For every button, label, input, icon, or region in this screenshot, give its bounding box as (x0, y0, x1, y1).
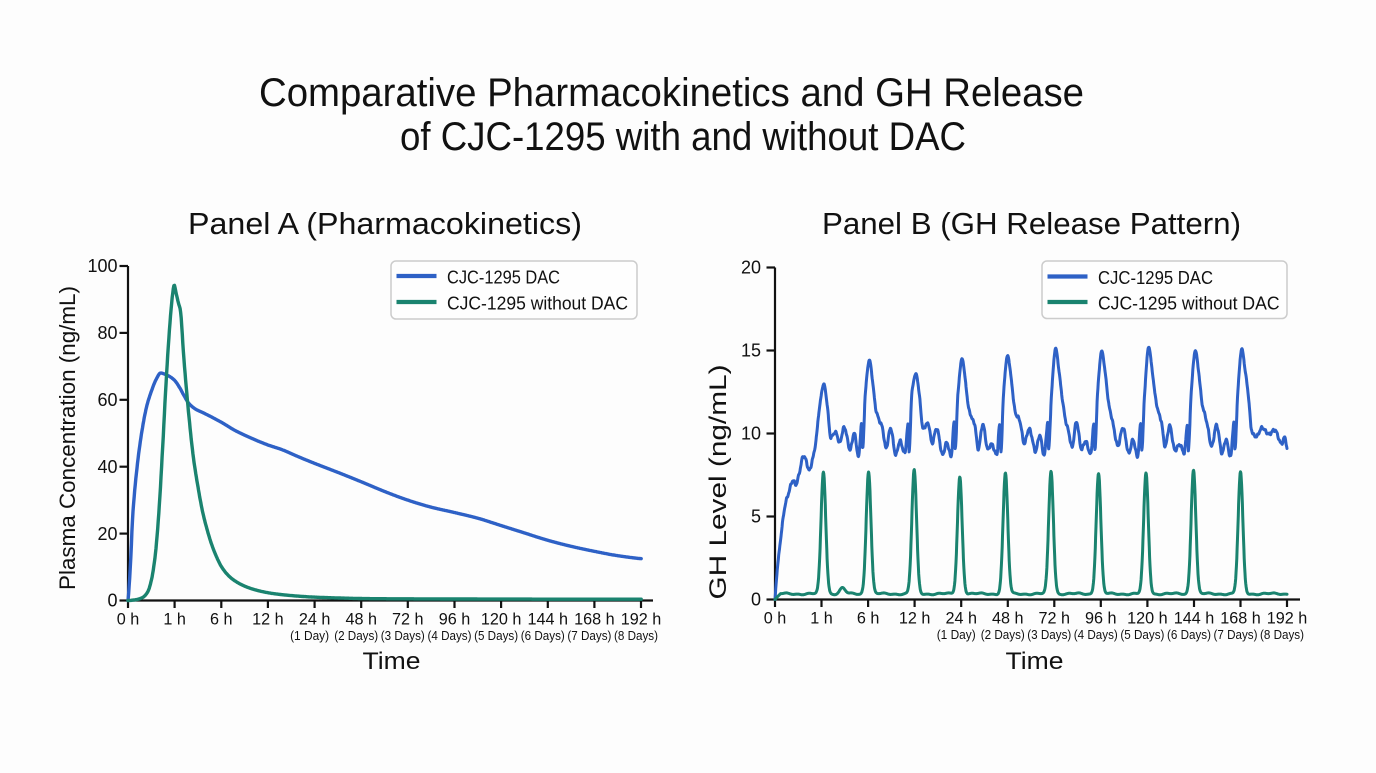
svg-text:CJC-1295 DAC: CJC-1295 DAC (447, 268, 560, 288)
svg-text:96 h: 96 h (439, 611, 471, 629)
svg-text:72 h: 72 h (1039, 610, 1071, 628)
svg-text:20: 20 (741, 258, 761, 278)
svg-text:(3 Days): (3 Days) (381, 628, 425, 643)
svg-text:(5 Days): (5 Days) (474, 628, 518, 643)
svg-text:192 h: 192 h (621, 611, 662, 629)
svg-text:40: 40 (97, 457, 117, 477)
svg-text:CJC-1295 DAC: CJC-1295 DAC (1098, 268, 1213, 288)
svg-text:0: 0 (751, 590, 761, 610)
svg-text:24 h: 24 h (299, 611, 331, 629)
svg-text:(1 Day): (1 Day) (290, 628, 329, 643)
svg-text:Panel B (GH Release Pattern): Panel B (GH Release Pattern) (822, 207, 1241, 241)
svg-text:72 h: 72 h (392, 611, 424, 629)
svg-text:(6 Days): (6 Days) (521, 628, 565, 643)
svg-text:CJC-1295 without DAC: CJC-1295 without DAC (1098, 294, 1280, 314)
svg-text:10: 10 (741, 424, 761, 444)
svg-text:80: 80 (97, 323, 117, 343)
svg-text:168 h: 168 h (574, 611, 615, 629)
svg-text:Time: Time (1006, 648, 1064, 675)
svg-text:Time: Time (363, 648, 421, 675)
svg-text:(7 Days): (7 Days) (1214, 627, 1258, 642)
svg-text:5: 5 (751, 507, 761, 527)
svg-text:0 h: 0 h (117, 611, 140, 629)
svg-text:(1 Day): (1 Day) (937, 627, 976, 642)
svg-text:(7 Days): (7 Days) (567, 628, 611, 643)
svg-text:(8 Days): (8 Days) (1260, 627, 1304, 642)
svg-text:15: 15 (741, 341, 761, 361)
svg-text:6 h: 6 h (857, 610, 880, 628)
svg-text:CJC-1295 without DAC: CJC-1295 without DAC (447, 294, 628, 314)
svg-text:GH Level (ng/mL): GH Level (ng/mL) (705, 365, 732, 600)
svg-text:120 h: 120 h (481, 611, 522, 629)
svg-text:1 h: 1 h (163, 611, 186, 629)
svg-text:48 h: 48 h (992, 610, 1024, 628)
svg-text:100: 100 (87, 256, 117, 276)
svg-text:6 h: 6 h (210, 611, 233, 629)
svg-text:(2 Days): (2 Days) (334, 628, 378, 643)
svg-text:(6 Days): (6 Days) (1167, 627, 1211, 642)
svg-text:1 h: 1 h (810, 610, 833, 628)
svg-text:Plasma Concentration (ng/mL): Plasma Concentration (ng/mL) (55, 286, 80, 590)
svg-text:60: 60 (97, 390, 117, 410)
svg-text:48 h: 48 h (345, 611, 377, 629)
svg-text:120 h: 120 h (1127, 610, 1168, 628)
svg-text:(4 Days): (4 Days) (1074, 627, 1118, 642)
svg-text:of CJC-1295 with and without D: of CJC-1295 with and without DAC (400, 115, 966, 159)
svg-text:144 h: 144 h (528, 611, 569, 629)
svg-text:(3 Days): (3 Days) (1027, 627, 1071, 642)
svg-text:Panel A (Pharmacokinetics): Panel A (Pharmacokinetics) (188, 207, 582, 241)
svg-text:0: 0 (107, 591, 117, 611)
svg-text:(2 Days): (2 Days) (981, 627, 1025, 642)
svg-text:12 h: 12 h (252, 611, 284, 629)
svg-text:168 h: 168 h (1220, 610, 1261, 628)
svg-text:96 h: 96 h (1085, 610, 1117, 628)
svg-text:(8 Days): (8 Days) (614, 628, 658, 643)
svg-text:144 h: 144 h (1174, 610, 1215, 628)
svg-text:Comparative Pharmacokinetics a: Comparative Pharmacokinetics and GH Rele… (259, 71, 1084, 115)
svg-text:24 h: 24 h (945, 610, 977, 628)
svg-text:0 h: 0 h (764, 610, 787, 628)
svg-text:12 h: 12 h (899, 610, 931, 628)
svg-text:(4 Days): (4 Days) (428, 628, 472, 643)
svg-text:192 h: 192 h (1267, 610, 1308, 628)
svg-text:(5 Days): (5 Days) (1120, 627, 1164, 642)
svg-text:20: 20 (97, 524, 117, 544)
